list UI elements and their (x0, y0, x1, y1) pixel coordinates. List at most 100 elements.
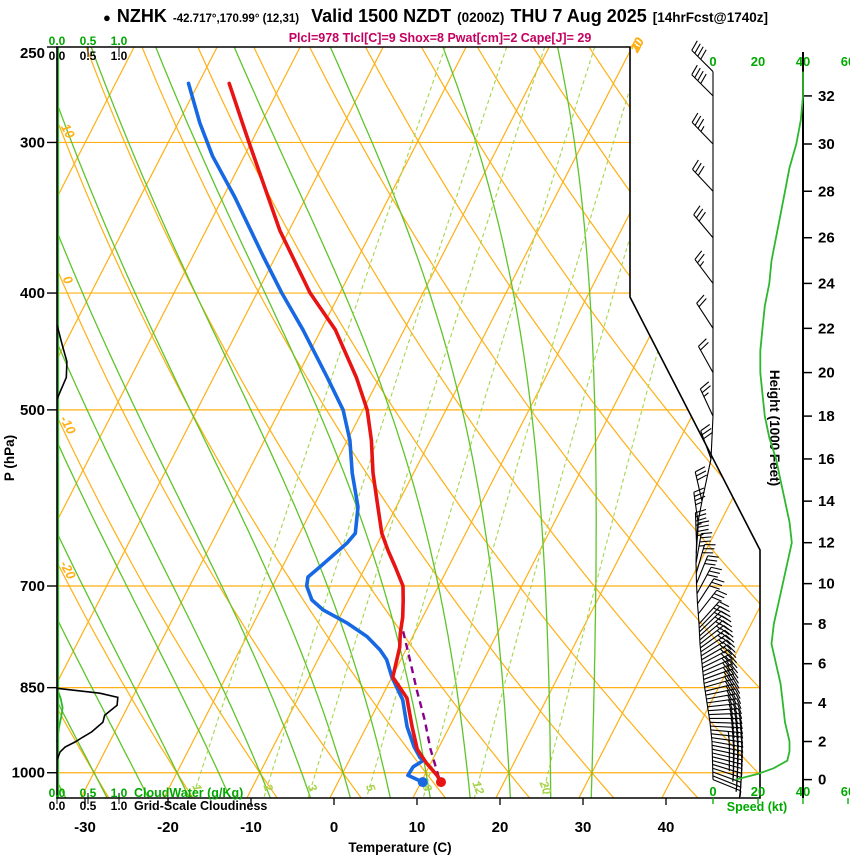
wind-barb-stem (703, 668, 732, 680)
temperature-tick-label: 40 (658, 819, 675, 836)
speed-tick-label: 60 (841, 784, 850, 799)
mixing-ratio-labels: 1 2 3 5 8 12 20 (189, 778, 554, 797)
height-tick-label: 20 (818, 365, 835, 382)
background-isolines (57, 47, 760, 798)
wind-barb-stem (707, 703, 738, 708)
isobar-lines (57, 141, 760, 774)
wind-barb-stem (700, 430, 712, 460)
wind-barb-stem (711, 737, 742, 743)
dry-adiabat-label: 10 (58, 121, 78, 141)
pressure-tick-label: 850 (20, 680, 45, 697)
wind-barb-feather (731, 731, 735, 743)
moist-adiabat-line (442, 47, 552, 798)
wind-barb-feather (691, 40, 698, 51)
pressure-tick-label: 500 (20, 402, 45, 419)
isotherm-line (246, 47, 633, 798)
wind-barb-stem (712, 775, 741, 788)
wind-barb-feather (740, 732, 744, 744)
pressure-tick-label: 1000 (12, 765, 45, 782)
wind-barb-feather (735, 732, 739, 744)
temperature-tick-label: 0 (330, 819, 338, 836)
wind-barb-feather (700, 49, 707, 60)
wind-barb-feather (698, 338, 707, 347)
wind-barb-stem (712, 763, 742, 774)
cloudiness-scale-label: 1.0 (111, 799, 128, 813)
pressure-tick-label: 700 (20, 578, 45, 595)
mixing-ratio-label: 1 (189, 782, 205, 793)
height-tick-label: 18 (818, 408, 835, 425)
height-tick-label: 0 (818, 772, 826, 789)
wind-barb-stem (712, 771, 742, 783)
cloudwater-scale-label: 0.5 (80, 34, 97, 48)
wind-barb-feather (731, 722, 735, 734)
wind-barb-stem (694, 512, 698, 543)
dry-adiabat-line (476, 47, 760, 798)
isotherm-lines (57, 47, 760, 798)
isotherm-line (57, 47, 301, 798)
station-bullet-icon: ● (103, 10, 111, 25)
wind-barb-feather (703, 431, 713, 440)
cloudiness-axis-title: Grid-Scale Cloudiness (134, 799, 267, 813)
wind-barb-feather (698, 520, 710, 524)
cloudiness-scale-label: 0.5 (80, 49, 97, 63)
pressure-tick-label: 300 (20, 134, 45, 151)
moist-adiabat-line (57, 47, 231, 798)
wind-barb-feather (726, 690, 733, 701)
moist-adiabat-lines (57, 47, 597, 798)
wind-barb-half-feather (695, 523, 702, 526)
valid-zulu: (0200Z) (457, 10, 505, 25)
wind-barb-feather (698, 298, 707, 308)
wind-barb-feather (732, 678, 740, 689)
cloudiness-scale-label: 0.0 (49, 49, 66, 63)
wind-barb-feather (719, 627, 730, 636)
wind-barb-stem (711, 744, 742, 752)
wind-barb-stem (693, 492, 699, 523)
wind-barb-feather (696, 474, 708, 481)
wind-barb-feather (698, 211, 706, 222)
height-tick-label: 16 (818, 451, 835, 468)
wind-barb-feather (691, 112, 699, 123)
wind-barb-feather (694, 162, 702, 173)
wind-barb-feather (724, 629, 734, 638)
cloudwater-scale-label: 1.0 (111, 34, 128, 48)
wind-barb-stem (693, 214, 714, 239)
wind-barb-feather (727, 695, 733, 706)
dewpoint-curve (186, 81, 426, 784)
dry-adiabat-label: -10 (57, 413, 79, 437)
temperature-tick-label: -30 (74, 819, 96, 836)
wind-barb-stem (691, 74, 714, 97)
wind-barb-feather (725, 655, 734, 665)
cloudwater-axis-title: CloudWater (g/Kg) (134, 786, 243, 800)
wind-barb-half-feather (717, 634, 723, 640)
wind-barb-half-feather (719, 643, 725, 649)
mixing-ratio-line (191, 47, 446, 798)
moist-adiabat-line (329, 47, 512, 798)
wind-barb-feather (735, 723, 739, 735)
wind-barb-feather (731, 694, 737, 705)
speed-tick-label: 20 (751, 54, 765, 69)
wind-barb-feather (695, 508, 707, 514)
wind-barb-half-feather (716, 625, 722, 630)
temperature-tick-label: 30 (575, 819, 592, 836)
wind-barb-feather (734, 688, 741, 699)
wind-barb-half-feather (719, 648, 725, 654)
isotherm-line (329, 47, 716, 798)
wind-barb-half-feather (714, 616, 721, 621)
speed-tick-label: 20 (751, 784, 765, 799)
wind-barb-feather (709, 585, 720, 590)
wind-barb-feather (734, 713, 739, 725)
wind-barb-feather (716, 604, 727, 611)
wind-barb-feather (697, 165, 705, 176)
dry-adiabat-line (57, 47, 362, 798)
height-tick-label: 26 (818, 230, 835, 247)
dry-adiabat-line (141, 47, 615, 798)
wind-barb-feather (695, 470, 707, 477)
dry-adiabat-line (85, 47, 531, 798)
speed-tick-label: 60 (841, 54, 850, 69)
dry-adiabat-line (57, 47, 110, 798)
cloudiness-scale-label: 1.0 (111, 49, 128, 63)
isotherm-line (57, 47, 218, 798)
wind-barb-feather (694, 466, 706, 473)
isotherm-line (661, 47, 760, 798)
